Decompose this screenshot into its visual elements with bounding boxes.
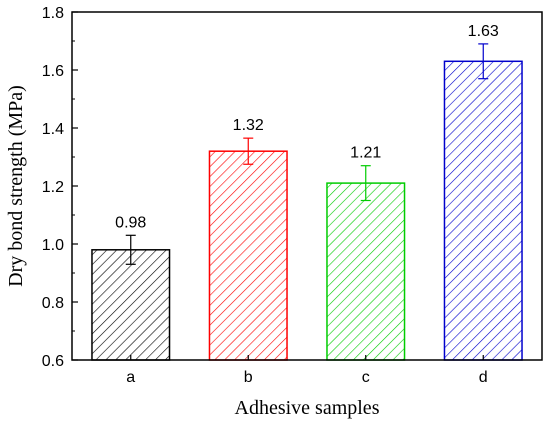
bar-series <box>91 60 523 361</box>
bar-d <box>443 60 523 361</box>
data-label-d: 1.63 <box>468 23 499 40</box>
x-axis-title: Adhesive samples <box>235 397 380 419</box>
error-bar-a <box>125 234 136 265</box>
x-tick-label-a: a <box>126 369 135 386</box>
y-tick-label: 1.6 <box>42 63 64 80</box>
y-tick-label: 1.2 <box>42 179 64 196</box>
y-tick-label: 0.6 <box>42 353 64 370</box>
y-tick-label: 1.8 <box>42 5 64 22</box>
error-bar-d <box>478 43 489 80</box>
x-tick-label-c: c <box>362 369 370 386</box>
y-axis: 0.6 0.8 1.0 1.2 1.4 1.6 1.8 <box>42 5 78 370</box>
data-labels: 0.98 1.32 1.21 1.63 <box>115 23 499 231</box>
bar-c <box>326 182 406 361</box>
x-axis: a b c d <box>126 355 488 386</box>
x-tick-label-d: d <box>479 369 488 386</box>
data-label-a: 0.98 <box>115 214 146 231</box>
error-bars <box>125 43 489 265</box>
y-tick-label: 1.0 <box>42 237 64 254</box>
error-bar-b <box>243 137 254 165</box>
data-label-c: 1.21 <box>350 145 381 162</box>
y-tick-label: 1.4 <box>42 121 64 138</box>
y-tick-label: 0.8 <box>42 295 64 312</box>
bar-a <box>91 249 171 361</box>
error-bar-c <box>360 165 371 202</box>
data-label-b: 1.32 <box>233 117 264 134</box>
bar-b <box>208 150 288 361</box>
x-tick-label-b: b <box>244 369 253 386</box>
y-axis-title: Dry bond strength (MPa) <box>5 85 27 287</box>
